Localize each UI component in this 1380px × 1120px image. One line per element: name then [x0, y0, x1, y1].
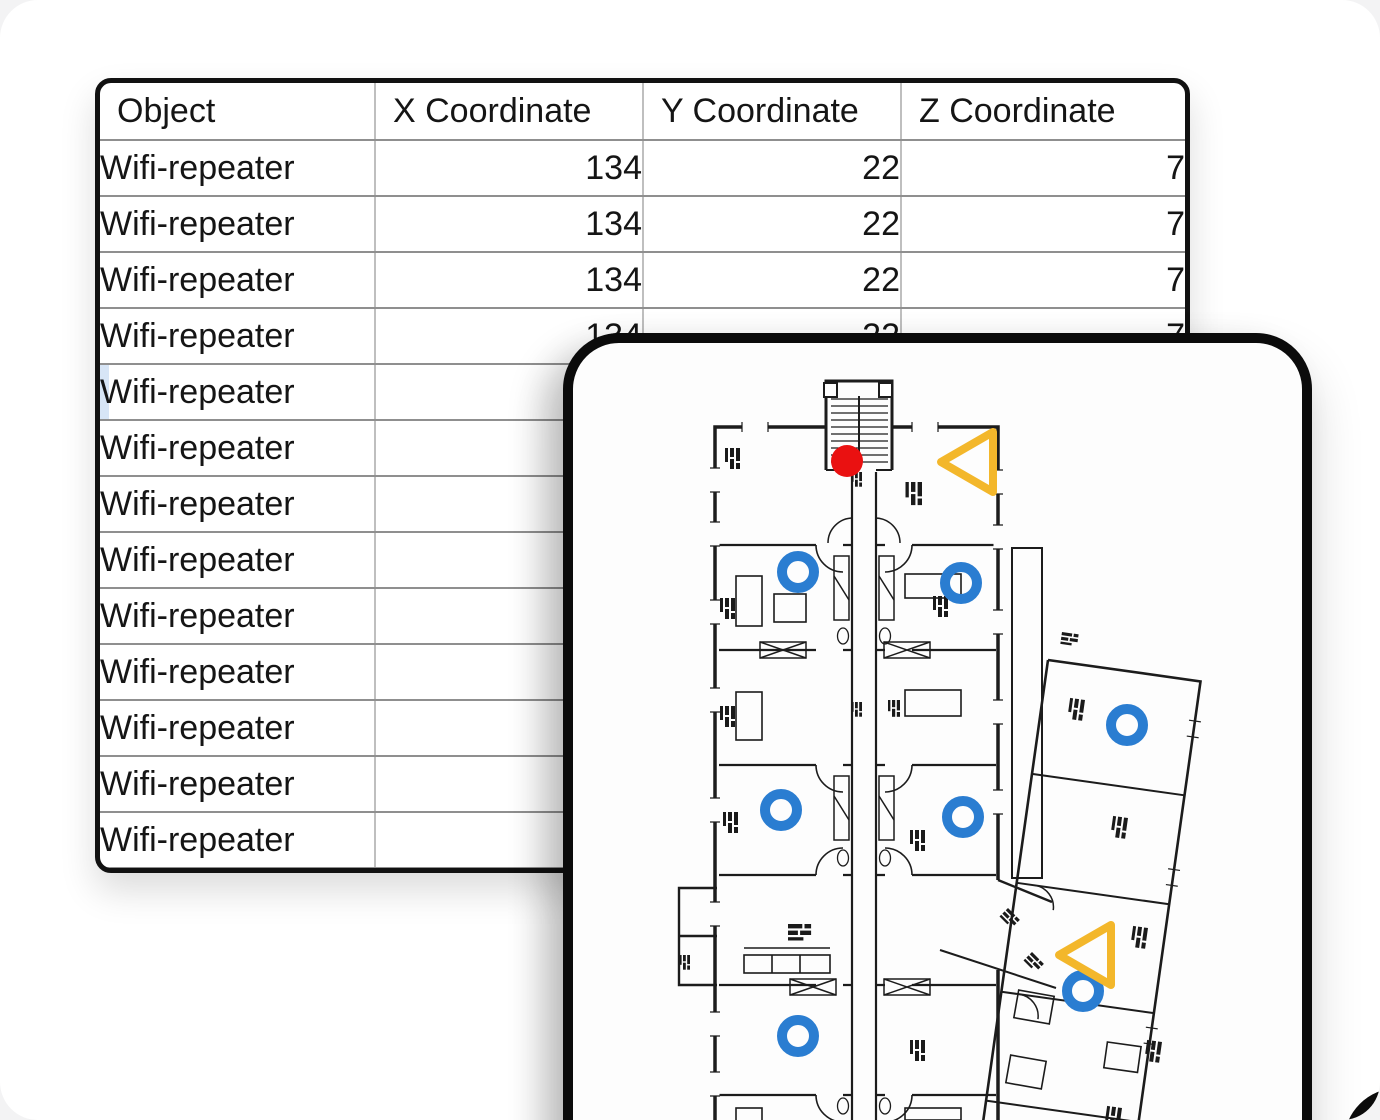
- cell-object: Wifi-repeater: [100, 532, 376, 589]
- cell-y: 22: [643, 252, 902, 309]
- cell-object: Wifi-repeater: [100, 420, 376, 477]
- table-header-row: Object X Coordinate Y Coordinate Z Coordina…: [100, 83, 1185, 141]
- yellow-triangle-marker: [1055, 921, 1115, 989]
- cell-object: Wifi-repeater: [100, 364, 376, 421]
- floor-plan-walls: [677, 379, 1202, 1120]
- cell-z: 7: [901, 252, 1185, 309]
- yellow-triangle-marker: [937, 428, 997, 496]
- wifi-repeater-ring-marker: [777, 551, 819, 593]
- cell-y: 22: [643, 140, 902, 197]
- floor-plan-svg: [677, 379, 1202, 1120]
- cell-object: Wifi-repeater: [100, 588, 376, 645]
- column-header-0: Object: [100, 83, 376, 141]
- cell-x: 134: [375, 196, 644, 253]
- cell-z: 7: [901, 140, 1185, 197]
- column-header-1: X Coordinate: [375, 83, 644, 141]
- column-header-2: Y Coordinate: [643, 83, 902, 141]
- wifi-repeater-ring-marker: [942, 796, 984, 838]
- cell-x: 134: [375, 252, 644, 309]
- wifi-repeater-ring-marker: [777, 1015, 819, 1057]
- red-dot-marker: [831, 445, 863, 477]
- wifi-repeater-ring-marker: [1106, 704, 1148, 746]
- cell-object: Wifi-repeater: [100, 700, 376, 757]
- cell-object: Wifi-repeater: [100, 308, 376, 365]
- cell-object: Wifi-repeater: [100, 644, 376, 701]
- column-header-3: Z Coordinate: [901, 83, 1185, 141]
- device-markers-layer: [760, 428, 1148, 1057]
- cell-z: 7: [901, 196, 1185, 253]
- wifi-repeater-ring-marker: [1062, 970, 1104, 1012]
- cell-object: Wifi-repeater: [100, 476, 376, 533]
- cell-object: Wifi-repeater: [100, 812, 376, 868]
- peeking-card-corner: [1344, 1088, 1380, 1120]
- cell-x: 134: [375, 140, 644, 197]
- cell-object: Wifi-repeater: [100, 196, 376, 253]
- room-label-glyphs: [678, 447, 1163, 1120]
- wifi-repeater-ring-marker: [760, 789, 802, 831]
- wifi-repeater-ring-marker: [940, 562, 982, 604]
- cell-y: 22: [643, 196, 902, 253]
- cell-object: Wifi-repeater: [100, 140, 376, 197]
- floorplan-card: [563, 333, 1312, 1120]
- cell-object: Wifi-repeater: [100, 756, 376, 813]
- cell-object: Wifi-repeater: [100, 252, 376, 309]
